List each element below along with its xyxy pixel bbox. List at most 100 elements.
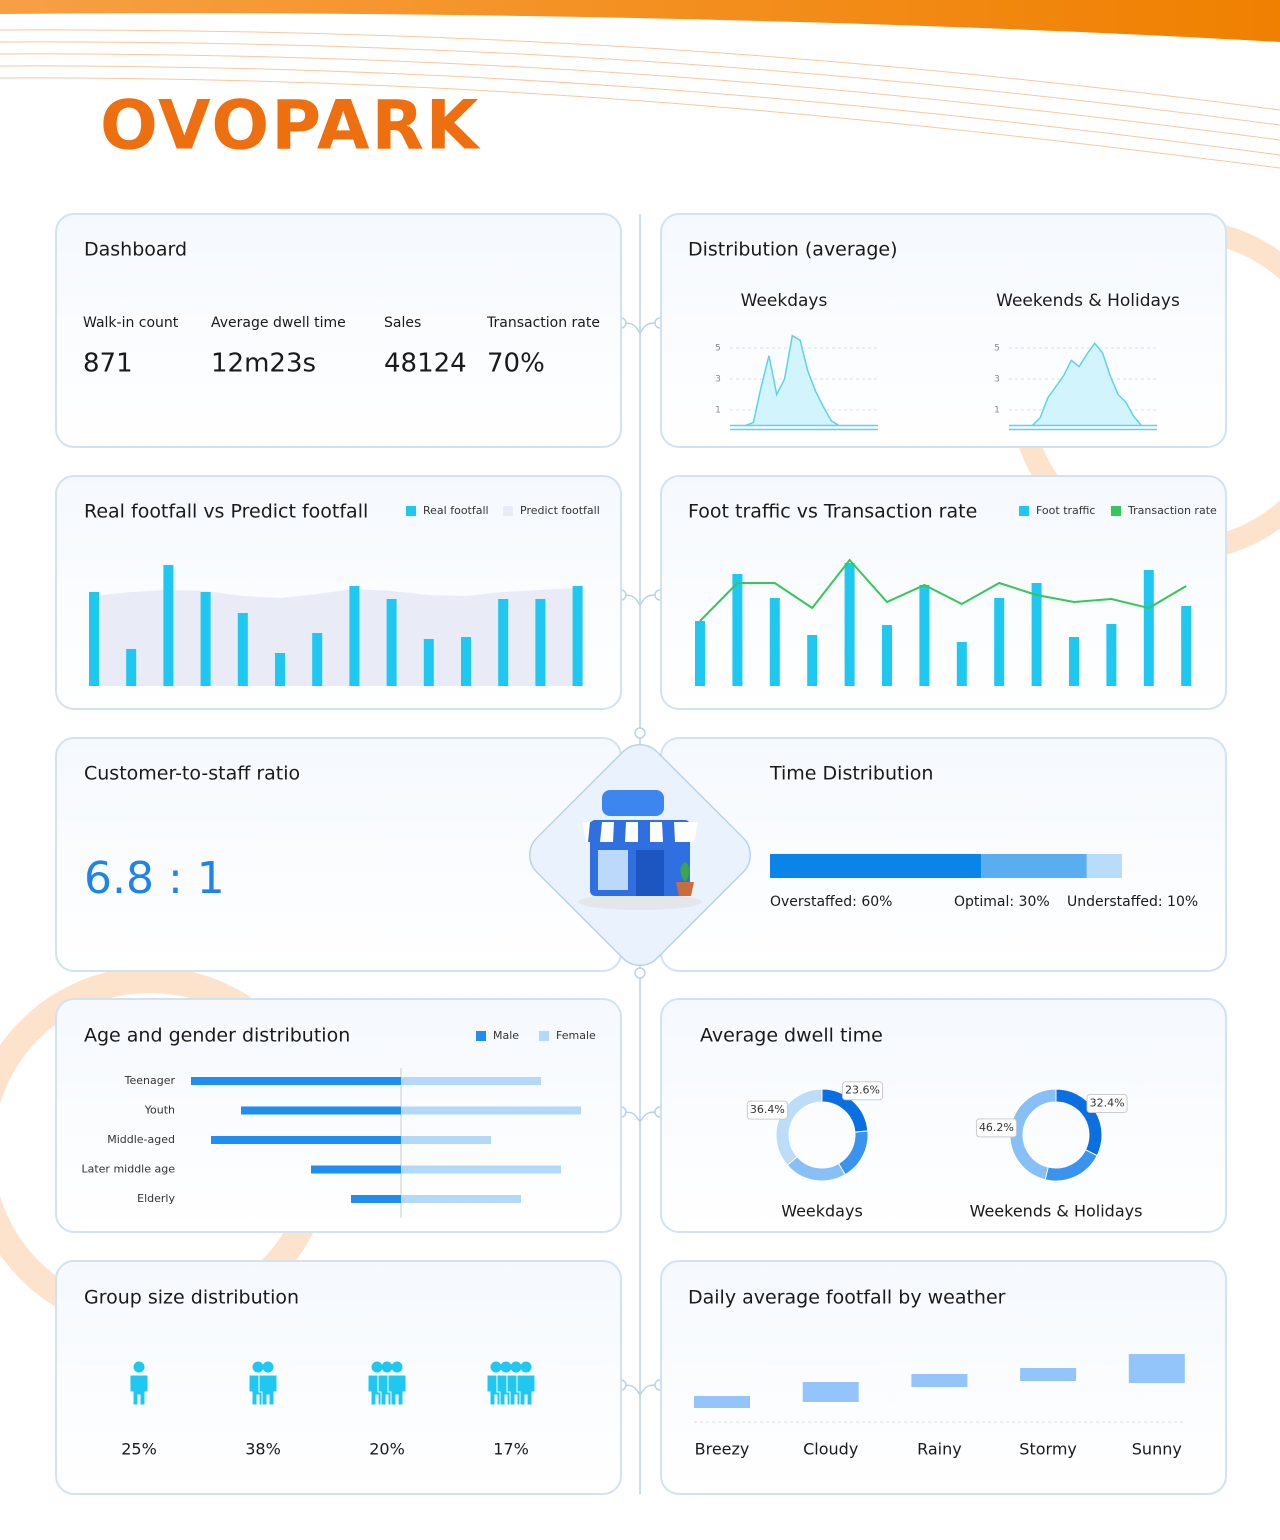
person-head	[371, 1361, 383, 1373]
bar-female	[401, 1136, 491, 1144]
metric-label: Walk-in count	[83, 315, 179, 331]
data-label: 32.4%	[1090, 1096, 1125, 1109]
panel-title: Group size distribution	[84, 1287, 299, 1309]
panel-title: Distribution (average)	[688, 239, 898, 261]
panel-title: Age and gender distribution	[84, 1025, 350, 1047]
x-tick-label: Cloudy	[803, 1440, 858, 1459]
bar	[349, 586, 360, 686]
donut-name: Weekends & Holidays	[970, 1202, 1143, 1221]
bar	[386, 599, 397, 686]
person-body	[258, 1374, 278, 1406]
legend-swatch	[1111, 506, 1121, 516]
bar-female	[401, 1165, 561, 1174]
y-tick-label: 1	[994, 406, 1000, 416]
bar	[994, 598, 1005, 686]
value-label: 20%	[369, 1440, 405, 1459]
x-tick-label: Stormy	[1019, 1440, 1077, 1459]
people-icon	[367, 1361, 407, 1406]
y-tick-label: 1	[715, 406, 721, 416]
bar	[844, 563, 855, 686]
y-tick-label: Youth	[144, 1104, 175, 1117]
bar	[1128, 1354, 1185, 1383]
bar-male	[351, 1195, 401, 1203]
bar	[461, 637, 471, 686]
x-tick-label: Rainy	[917, 1440, 962, 1459]
person-head	[490, 1361, 502, 1373]
bar	[807, 635, 818, 686]
label-box	[746, 1100, 788, 1120]
x-tick-label: Sunny	[1132, 1440, 1182, 1459]
panel-title: Customer-to-staff ratio	[84, 763, 300, 785]
bar	[1069, 637, 1079, 686]
metric-value: 871	[83, 349, 133, 379]
brand-logo: OVOPARK	[100, 87, 481, 166]
y-tick-label: Middle-aged	[107, 1133, 175, 1146]
metric-label: Transaction rate	[486, 315, 600, 331]
y-tick-label: Teenager	[124, 1074, 176, 1087]
y-tick-label: 3	[715, 375, 721, 385]
person-body	[129, 1374, 149, 1406]
people-icon	[129, 1361, 149, 1406]
bar-male	[211, 1136, 401, 1144]
bar	[769, 598, 780, 686]
person-head	[381, 1361, 393, 1373]
bar	[919, 585, 930, 686]
top-band	[0, 0, 1280, 42]
panel-title: Dashboard	[84, 239, 187, 261]
panel-title: Average dwell time	[700, 1025, 883, 1047]
bar	[126, 649, 137, 686]
person-head	[510, 1361, 522, 1373]
store-diamond	[528, 727, 752, 979]
legend-swatch	[1019, 506, 1029, 516]
panel-title: Daily average footfall by weather	[688, 1287, 1006, 1309]
wave-lines	[0, 29, 1280, 169]
metric-value: 48124	[384, 349, 467, 379]
bar	[572, 586, 583, 686]
bar	[911, 1374, 968, 1387]
donut-name: Weekdays	[781, 1202, 863, 1221]
bar	[275, 653, 285, 686]
panels	[55, 213, 1227, 1495]
person-head	[500, 1361, 512, 1373]
bar	[1020, 1368, 1077, 1381]
label-box	[975, 1118, 1017, 1138]
bar-male	[311, 1165, 401, 1174]
line	[699, 558, 1187, 622]
bar	[695, 621, 705, 686]
person-head	[391, 1361, 403, 1373]
data-label: 46.2%	[979, 1121, 1014, 1134]
bar	[423, 639, 434, 686]
people-icon	[248, 1361, 278, 1406]
legend-label: Transaction rate	[1127, 504, 1217, 517]
legend-label: Male	[493, 1029, 519, 1042]
person-head	[133, 1361, 145, 1373]
person-head	[520, 1361, 532, 1373]
bar-female	[401, 1077, 541, 1085]
panel-title: Foot traffic vs Transaction rate	[688, 501, 977, 523]
segment-label: Overstaffed: 60%	[770, 894, 892, 910]
bar-segment	[1086, 854, 1122, 878]
value-label: 38%	[245, 1440, 281, 1459]
y-tick-label: 3	[994, 375, 1000, 385]
metric-label: Sales	[384, 315, 421, 331]
metric-value: 12m23s	[211, 349, 316, 379]
bar	[89, 592, 99, 686]
metric-label: Average dwell time	[211, 315, 346, 331]
legend-swatch	[476, 1031, 486, 1041]
person-body	[387, 1374, 407, 1406]
legend-swatch	[406, 506, 416, 516]
bar-male	[191, 1077, 401, 1085]
value-label: 17%	[493, 1440, 529, 1459]
legend-label: Predict footfall	[520, 504, 600, 517]
y-tick-label: 5	[994, 344, 1000, 354]
metric-value: 70%	[487, 349, 545, 379]
label-box	[1086, 1093, 1128, 1113]
bar	[312, 633, 323, 686]
y-tick-label: Later middle age	[81, 1163, 175, 1176]
y-tick-label: Elderly	[137, 1192, 175, 1205]
bar-female	[401, 1195, 521, 1203]
legend-swatch	[539, 1031, 549, 1041]
bar	[694, 1396, 750, 1408]
